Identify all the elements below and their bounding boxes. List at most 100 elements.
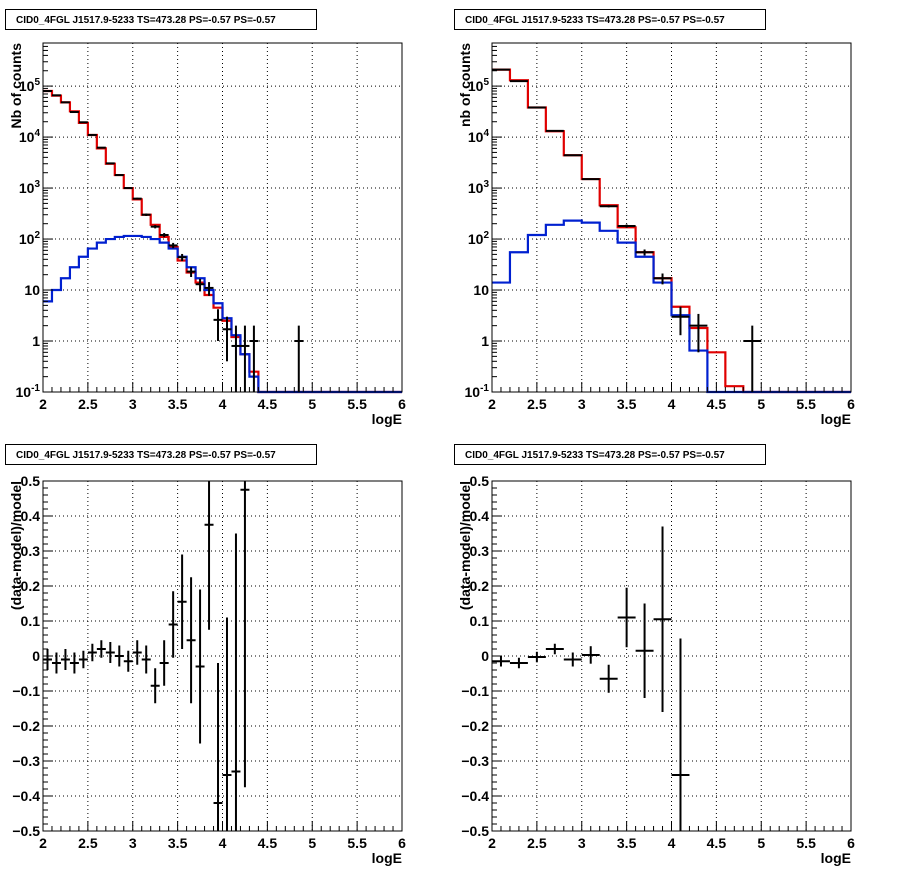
data-point [78,650,88,669]
data-point [159,640,169,686]
data-point [141,645,151,674]
data-points [492,68,762,392]
x-tick-label: 2 [488,396,496,412]
x-tick-label: 4.5 [707,396,727,412]
data-point [231,325,241,392]
x-tick-label: 2.5 [78,396,98,412]
y-tick-label: 1 [481,333,489,349]
data-point [132,640,142,665]
x-tick-label: 2.5 [527,396,547,412]
x-tick-label: 3.5 [617,835,637,851]
data-point [492,656,510,667]
data-point [231,533,241,831]
data-point [141,213,151,217]
y-tick-label: 102 [468,230,490,247]
data-point [204,282,214,296]
data-point [294,325,304,392]
data-points [43,481,250,831]
x-tick-label: 4.5 [707,835,727,851]
y-tick-label: −0.1 [12,683,40,699]
y-tick-label: 0.5 [470,473,490,489]
y-tick-label: 104 [468,128,490,145]
y-tick-label: 10-1 [16,383,41,400]
x-tick-label: 3 [129,835,137,851]
data-point [653,526,672,712]
data-point [186,577,196,704]
data-point [96,640,106,658]
data-point [195,589,205,744]
data-points [43,90,304,392]
data-point [563,652,582,667]
x-tick-label: 3 [129,396,137,412]
chart-title: CID0_4FGL J1517.9-5233 TS=473.28 PS=-0.5… [454,9,766,30]
y-axis-label: nb of counts [457,43,473,127]
x-tick-label: 4.5 [258,396,278,412]
data-point [87,643,97,662]
x-tick-label: 2 [488,835,496,851]
data-point [635,603,654,698]
y-tick-label: 0.2 [21,578,41,594]
x-tick-label: 5.5 [347,396,367,412]
x-tick-label: 6 [847,835,855,851]
data-point [168,242,178,249]
histogram-model-source [492,219,851,394]
data-point [222,617,232,831]
x-axis-label: logE [821,411,851,427]
x-tick-label: 4 [219,396,227,412]
data-point [222,316,232,362]
y-tick-label: 0.3 [470,543,490,559]
data-point [213,663,223,831]
chart-residuals-coarse: 2 2.5 3 3.5 4 4.5 5 5.5 6logE−0.5−0.4−0.3−0.2−0.… [457,473,855,866]
x-tick-label: 3 [578,835,586,851]
data-point [69,652,79,674]
chart-title: CID0_4FGL J1517.9-5233 TS=473.28 PS=-0.5… [5,444,317,465]
y-axis-label: (data-model)/model [8,481,24,610]
data-point [671,638,690,831]
y-tick-label: 105 [468,77,490,94]
x-tick-label: 2.5 [527,835,547,851]
data-point [671,306,690,336]
y-tick-label: 105 [19,77,41,94]
data-point [123,650,133,672]
x-tick-label: 2 [39,396,47,412]
y-tick-label: 103 [468,179,490,196]
x-tick-label: 5.5 [347,835,367,851]
x-tick-label: 3.5 [168,396,188,412]
chart-title: CID0_4FGL J1517.9-5233 TS=473.28 PS=-0.5… [454,444,766,465]
data-point [132,197,142,200]
data-points [492,526,690,831]
y-tick-label: 0.3 [21,543,41,559]
y-tick-label: 103 [19,179,41,196]
chart-title: CID0_4FGL J1517.9-5233 TS=473.28 PS=-0.5… [5,9,317,30]
data-point [743,325,762,392]
data-point [51,652,61,674]
y-tick-label: 10 [24,282,40,298]
panel-counts-fine: 2 2.5 3 3.5 4 4.5 5 5.5 6 logE 10-1 1 10 102 103 104 105… [0,0,449,437]
x-tick-label: 5 [757,396,765,412]
y-tick-label: 0.1 [470,613,490,629]
data-point [599,664,618,693]
x-tick-label: 6 [398,835,406,851]
y-tick-label: 102 [19,230,41,247]
y-tick-label: 0.4 [21,508,41,524]
x-tick-label: 5.5 [796,396,816,412]
x-tick-label: 6 [398,396,406,412]
data-point [177,253,187,262]
x-axis-label: logE [372,411,402,427]
data-point [114,174,124,177]
data-point [159,233,169,238]
grid [43,43,402,392]
grid [492,481,851,831]
data-point [249,325,259,392]
y-tick-label: 0.4 [470,508,490,524]
x-tick-label: 2.5 [78,835,98,851]
y-tick-label: −0.2 [461,718,489,734]
y-axis: −0.5 −0.4 −0.3 −0.2 −0.1 0 0.1 0.2 0.3 0.4 0.5(dat… [8,473,53,839]
data-point [653,273,672,285]
panel-counts-coarse: 2 2.5 3 3.5 4 4.5 5 5.5 6 logE 10-1 1 10 102 103 104 105… [449,0,898,437]
